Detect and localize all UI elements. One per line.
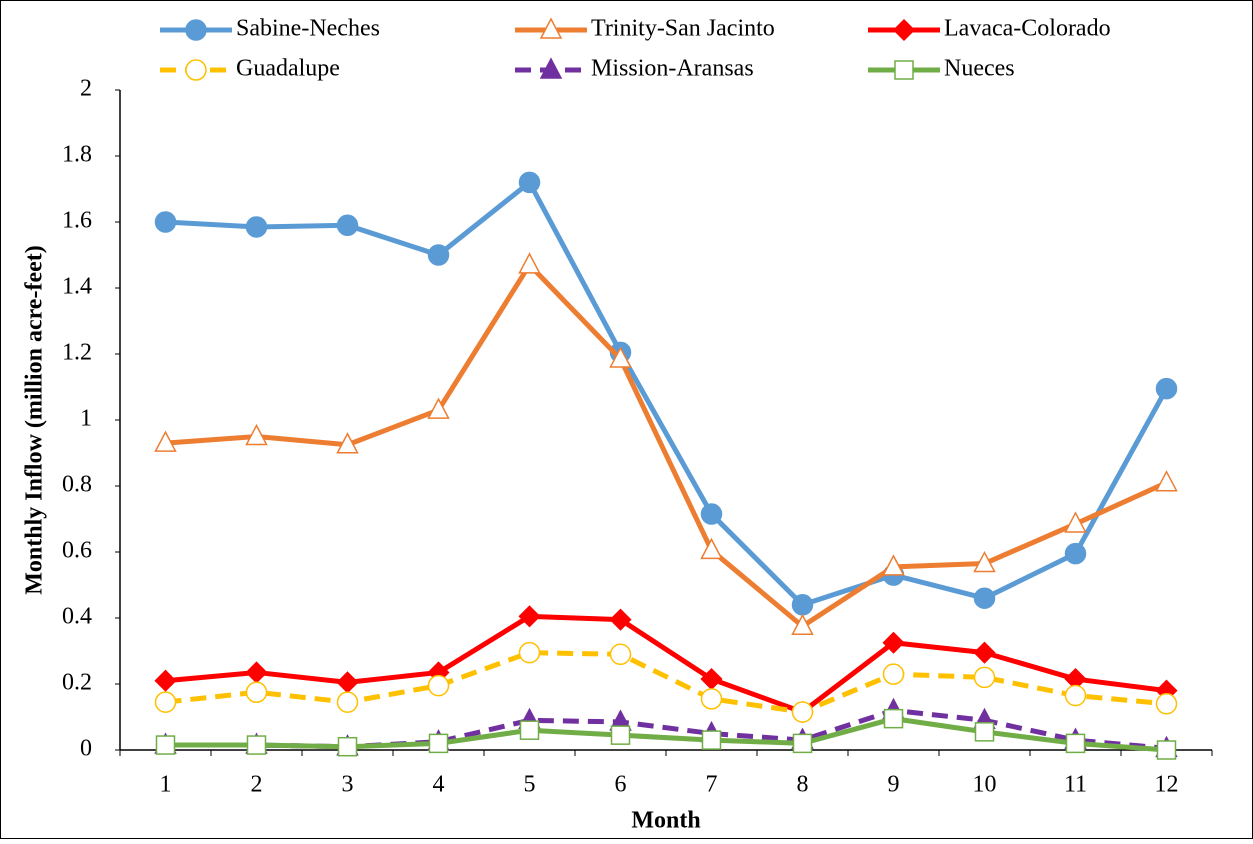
y-tick-label: 0.8	[62, 472, 92, 498]
marker	[428, 733, 449, 754]
x-tick-label: 6	[615, 772, 627, 798]
legend-label: Mission-Aransas	[591, 56, 754, 82]
marker	[1064, 542, 1087, 565]
x-tick-label: 4	[433, 772, 445, 798]
marker	[518, 605, 541, 628]
marker	[518, 641, 541, 664]
marker	[1064, 684, 1087, 707]
y-tick-label: 0.4	[62, 604, 92, 630]
marker	[154, 211, 177, 233]
marker	[539, 57, 563, 79]
legend-label: Guadalupe	[236, 56, 340, 82]
y-tick-label: 1.6	[62, 208, 92, 234]
marker	[973, 666, 996, 689]
series-line	[165, 707, 1167, 751]
y-tick-label: 1.2	[62, 340, 92, 366]
marker	[518, 171, 541, 194]
y-tick-label: 1	[80, 406, 92, 432]
marker	[792, 733, 813, 754]
marker	[1155, 377, 1178, 400]
x-tick-label: 5	[524, 772, 536, 798]
marker	[609, 608, 632, 631]
legend-label: Sabine-Neches	[236, 16, 380, 42]
x-tick-label: 12	[1155, 772, 1179, 798]
marker	[892, 18, 916, 42]
marker	[427, 244, 450, 266]
marker	[245, 681, 268, 703]
marker	[700, 688, 723, 710]
y-tick-label: 1.8	[62, 142, 92, 168]
series-line	[165, 650, 1167, 715]
marker	[974, 722, 995, 742]
x-tick-label: 3	[342, 772, 354, 798]
marker	[700, 537, 723, 560]
marker	[185, 19, 207, 41]
marker	[427, 674, 450, 697]
marker	[337, 736, 358, 757]
marker	[883, 708, 904, 729]
marker	[539, 17, 563, 39]
marker	[185, 59, 207, 81]
series-line	[165, 613, 1167, 715]
marker	[1064, 511, 1087, 533]
y-tick-label: 1.4	[62, 274, 92, 300]
x-tick-label: 11	[1064, 772, 1087, 798]
series-line	[165, 179, 1169, 608]
marker	[791, 613, 814, 635]
marker	[1065, 733, 1086, 754]
marker	[155, 735, 176, 755]
marker	[336, 214, 359, 237]
marker	[882, 554, 905, 576]
marker	[609, 643, 632, 666]
y-tick-label: 0.6	[62, 538, 92, 564]
marker	[154, 669, 177, 692]
marker	[973, 550, 996, 573]
marker	[519, 720, 540, 740]
marker	[154, 691, 177, 713]
y-tick-label: 0	[80, 736, 92, 762]
marker	[154, 430, 177, 452]
legend-label: Trinity-San Jacinto	[591, 16, 775, 42]
marker	[245, 423, 268, 446]
marker	[609, 346, 632, 368]
series-line	[165, 716, 1167, 753]
x-tick-label: 10	[973, 772, 997, 798]
x-tick-label: 1	[160, 772, 172, 798]
marker	[973, 587, 996, 609]
x-tick-label: 8	[797, 772, 809, 798]
marker	[336, 691, 359, 713]
marker	[336, 432, 359, 454]
marker	[1155, 470, 1178, 492]
legend-label: Nueces	[944, 56, 1015, 82]
x-axis-title: Month	[631, 808, 700, 834]
marker	[894, 60, 914, 80]
marker	[1156, 740, 1177, 760]
marker	[610, 725, 631, 745]
y-tick-label: 0.2	[62, 670, 92, 696]
marker	[882, 663, 905, 685]
marker	[427, 397, 450, 419]
x-tick-label: 9	[888, 772, 900, 798]
marker	[701, 730, 722, 750]
marker	[246, 735, 267, 755]
marker	[973, 641, 996, 664]
marker	[882, 631, 905, 654]
marker	[1155, 693, 1178, 715]
marker	[791, 701, 814, 723]
series-line	[165, 262, 1168, 629]
legend-label: Lavaca-Colorado	[944, 16, 1111, 42]
x-tick-label: 7	[706, 772, 718, 798]
marker	[791, 594, 814, 616]
y-tick-label: 2	[80, 76, 92, 102]
x-tick-label: 2	[251, 772, 263, 798]
marker	[518, 252, 541, 274]
y-axis-title: Monthly Inflow (million acre-feet)	[22, 245, 48, 595]
marker	[245, 216, 268, 238]
marker	[700, 503, 723, 525]
